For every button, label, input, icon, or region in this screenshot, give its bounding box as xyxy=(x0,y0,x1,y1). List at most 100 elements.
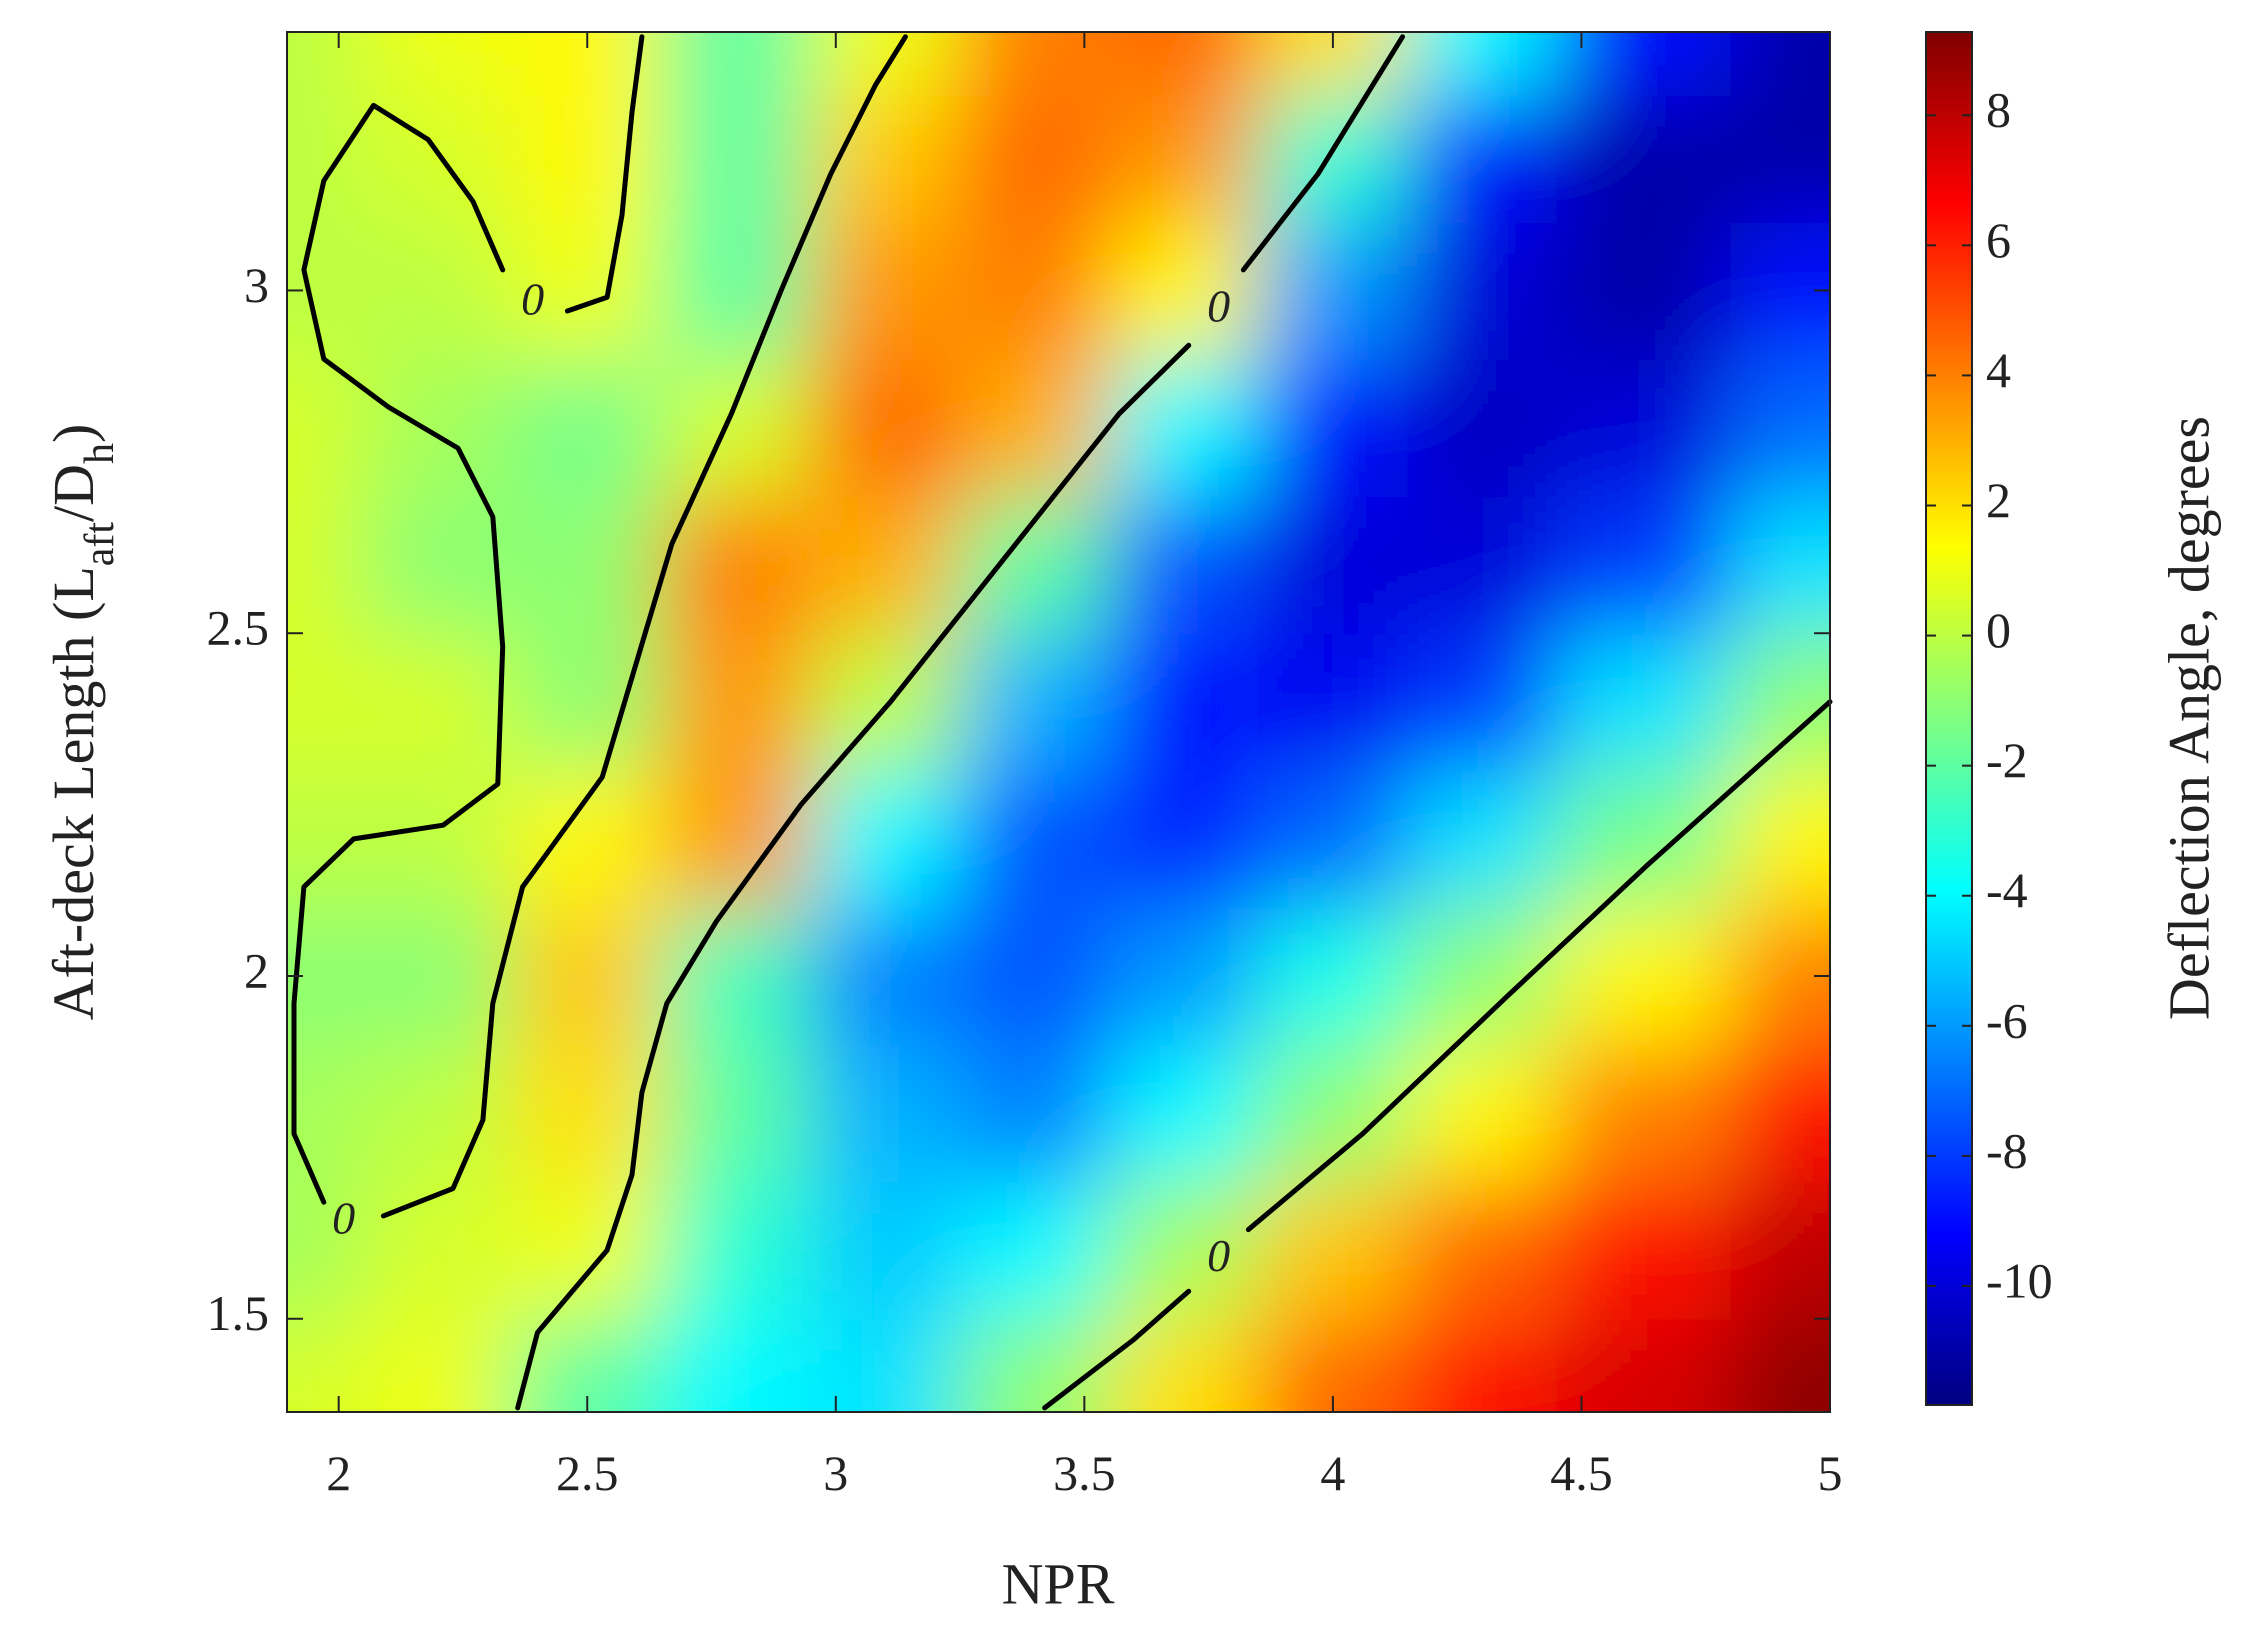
y-tick-label: 2 xyxy=(244,942,269,998)
field-cell xyxy=(1109,1318,1260,1412)
field-cell xyxy=(810,1181,962,1320)
field-cell xyxy=(1258,221,1409,361)
colorbar-tick-label: -2 xyxy=(1986,732,2028,788)
field-cell xyxy=(1730,32,1830,97)
field xyxy=(287,32,1830,1412)
field-cell xyxy=(1730,1181,1830,1320)
colorbar-tick-label: 8 xyxy=(1986,82,2011,138)
contour-label: 0 xyxy=(1207,1230,1230,1281)
field-cell xyxy=(1109,359,1260,498)
colorbar-tick-label: -6 xyxy=(1986,992,2028,1048)
field-cell xyxy=(1258,32,1409,97)
y-tick-label: 3 xyxy=(244,257,269,313)
field-cell xyxy=(1258,907,1409,1046)
field-cell xyxy=(960,770,1111,909)
field-cell xyxy=(810,221,962,361)
contour-label: 0 xyxy=(332,1192,355,1243)
field-cell xyxy=(1407,633,1558,772)
field-cell xyxy=(1407,770,1558,909)
field-cell xyxy=(1556,359,1732,498)
contour-line xyxy=(1042,699,1833,1411)
contour-label: 0 xyxy=(1207,281,1230,332)
field-cell xyxy=(1109,770,1260,909)
field-cell xyxy=(1258,633,1409,772)
field-cell xyxy=(960,1044,1111,1183)
field-cell xyxy=(1556,95,1732,223)
field-cell xyxy=(1109,633,1260,772)
field-cell xyxy=(1258,496,1409,635)
field-cell xyxy=(363,633,514,772)
field-cell xyxy=(661,633,812,772)
field-cell xyxy=(1258,95,1409,223)
field-cell xyxy=(1556,221,1732,361)
x-tick-label: 4 xyxy=(1320,1445,1345,1501)
field-cell xyxy=(1556,496,1732,635)
field-cell xyxy=(1258,770,1409,909)
field-cell xyxy=(1109,496,1260,635)
colorbar-tick-label: 0 xyxy=(1986,602,2011,658)
field-cell xyxy=(363,496,514,635)
y-axis-label: Aft-deck Length (Laft/Dh) xyxy=(41,424,122,1021)
x-tick-label: 3.5 xyxy=(1053,1445,1116,1501)
field-cell xyxy=(1258,359,1409,498)
field-cell xyxy=(1258,1181,1409,1320)
field-cell xyxy=(1407,1044,1558,1183)
field-cell xyxy=(810,359,962,498)
y-tick-label: 2.5 xyxy=(207,600,270,656)
field-cell xyxy=(363,1181,514,1320)
field-cell xyxy=(287,1044,365,1183)
field-cell xyxy=(1730,221,1830,361)
field-cell xyxy=(287,633,365,772)
field-cell xyxy=(661,221,812,361)
field-cell xyxy=(1556,907,1732,1046)
contour-line xyxy=(515,34,1405,1411)
field-cell xyxy=(1730,770,1830,909)
field-cell xyxy=(1407,95,1558,223)
field-cell xyxy=(960,907,1111,1046)
field-cell xyxy=(1109,221,1260,361)
field-cell xyxy=(512,221,663,361)
field-cell xyxy=(960,1181,1111,1320)
field-cell xyxy=(1407,1181,1558,1320)
field-cell xyxy=(1407,907,1558,1046)
field-cell xyxy=(1109,1181,1260,1320)
field-cell xyxy=(1556,770,1732,909)
colorbar-tick-label: 6 xyxy=(1986,212,2011,268)
field-cell xyxy=(810,496,962,635)
field-cell xyxy=(810,1044,962,1183)
field-cell xyxy=(363,1318,514,1412)
field-cell xyxy=(512,907,663,1046)
field-cell xyxy=(661,95,812,223)
y-tick-label: 1.5 xyxy=(207,1285,270,1341)
contour-label: 0 xyxy=(521,274,544,325)
field-cell xyxy=(810,633,962,772)
field-cell xyxy=(287,496,365,635)
x-tick-label: 5 xyxy=(1818,1445,1843,1501)
field-cell xyxy=(1407,359,1558,498)
colorbar-label: Deflection Angle, degrees xyxy=(2156,416,2221,1020)
field-cell xyxy=(661,907,812,1046)
colorbar-tick-label: -4 xyxy=(1986,862,2028,918)
field-cell xyxy=(1109,95,1260,223)
field-cell xyxy=(1407,1318,1558,1412)
field-cell xyxy=(1730,1044,1830,1183)
contour-line xyxy=(291,102,506,1205)
colorbar-tick-label: 2 xyxy=(1986,472,2011,528)
y-axis-label-part: /D xyxy=(41,464,106,522)
contour-line xyxy=(564,34,645,314)
field-cell xyxy=(287,32,365,97)
colorbar-tick-label: -10 xyxy=(1986,1252,2053,1308)
field-cell xyxy=(1730,496,1830,635)
field-cell xyxy=(661,32,812,97)
field-cell xyxy=(661,1044,812,1183)
field-cell xyxy=(1109,1044,1260,1183)
field-cell xyxy=(810,770,962,909)
field-cell xyxy=(810,95,962,223)
contour-line xyxy=(380,34,908,1219)
field-cell xyxy=(1109,907,1260,1046)
field-cell xyxy=(661,359,812,498)
colorbar xyxy=(1925,31,1973,1406)
field-cell xyxy=(363,1044,514,1183)
